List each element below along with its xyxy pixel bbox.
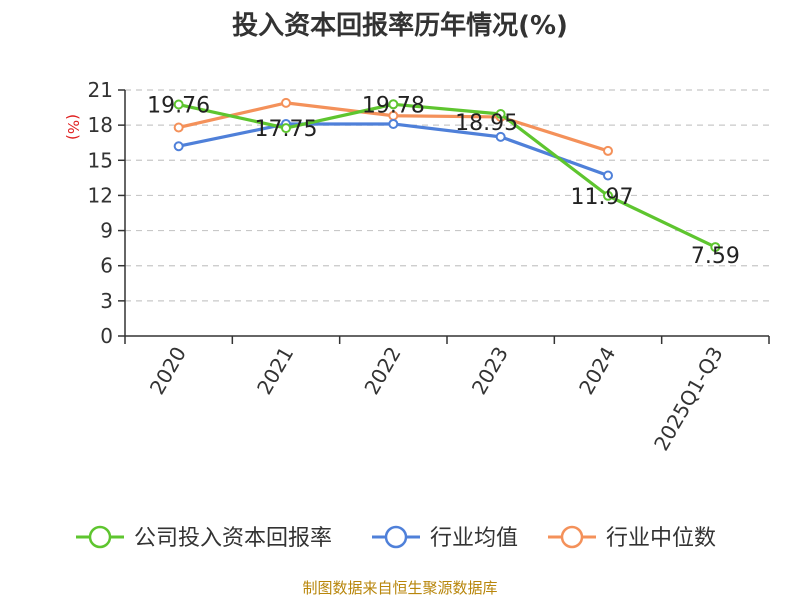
data-point: [173, 99, 184, 110]
data-label: 19.76: [147, 94, 210, 119]
data-label: 18.95: [455, 111, 518, 136]
y-tick-labels: 0 3 6 9 12 15 18 21: [88, 78, 113, 348]
legend-label-2: 行业中位数: [606, 526, 716, 551]
data-point: [388, 99, 399, 110]
legend-marker-0: [88, 525, 112, 549]
x-tick-label: 2021: [252, 343, 298, 399]
x-tick-label: 2024: [574, 343, 620, 399]
x-tick-label: 2022: [359, 343, 405, 399]
y-tick-label: 9: [100, 219, 113, 243]
data-point: [281, 97, 291, 108]
data-point: [603, 170, 613, 181]
y-tick-label: 15: [88, 148, 113, 172]
data-point: [495, 109, 506, 120]
y-tick-label: 21: [88, 78, 113, 102]
data-label: 19.78: [362, 93, 425, 118]
y-tick-label: 3: [100, 289, 113, 313]
data-label: 17.75: [255, 117, 318, 142]
x-tick-labels: 2020 2021 2022 2023 2024 2025Q1-Q3: [145, 342, 728, 454]
data-point: [495, 131, 506, 142]
x-tick-label: 2023: [467, 342, 513, 398]
legend-marker-2: [560, 525, 584, 549]
series-lines: [173, 97, 721, 253]
legend-marker-1: [384, 525, 408, 549]
data-point: [603, 145, 613, 156]
data-point: [173, 141, 184, 152]
x-tick-label: 2020: [145, 343, 191, 399]
data-point: [710, 242, 721, 253]
data-point: [281, 123, 291, 134]
y-tick-label: 18: [88, 113, 113, 137]
data-label: 11.97: [571, 185, 634, 210]
y-axis-unit: (%): [64, 114, 82, 140]
data-point: [388, 118, 399, 129]
grid-lines: [125, 89, 769, 302]
y-tick-label: 0: [100, 324, 113, 348]
axes: [118, 89, 770, 344]
series-line-0: [178, 102, 717, 249]
x-tick-label: 2025Q1-Q3: [649, 343, 728, 455]
data-labels: 19.76 17.75 19.78 18.95 11.97 7.59: [147, 93, 740, 269]
data-point: [173, 122, 184, 133]
data-label: 7.59: [691, 244, 740, 269]
y-tick-label: 12: [88, 183, 113, 207]
y-tick-label: 6: [100, 254, 113, 278]
data-point: [603, 190, 613, 201]
chart-title: 投入资本回报率历年情况(%): [232, 10, 568, 41]
legend-label-1: 行业均值: [430, 526, 518, 551]
legend: 公司投入资本回报率 行业均值 行业中位数: [76, 525, 716, 551]
legend-label-0: 公司投入资本回报率: [134, 526, 332, 551]
source-note: 制图数据来自恒生聚源数据库: [302, 579, 497, 597]
